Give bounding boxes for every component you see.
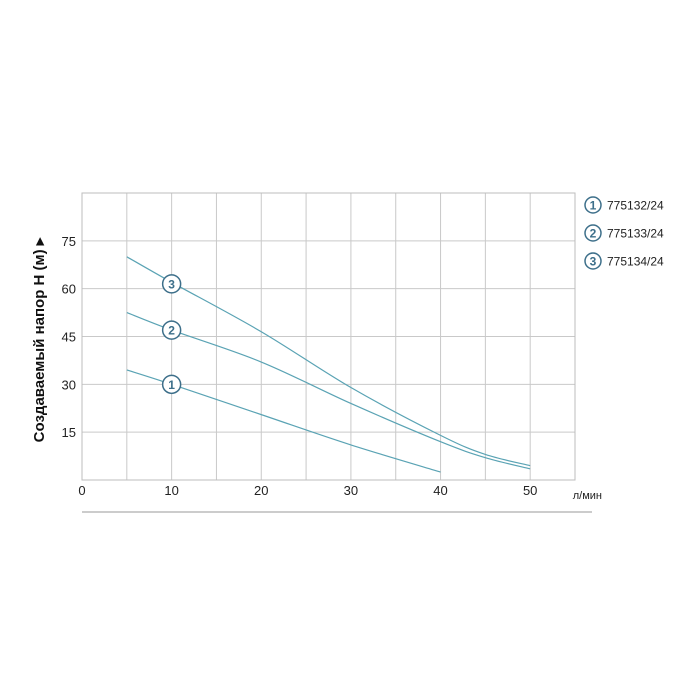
y-tick-label: 15: [62, 425, 76, 440]
y-tick-label: 45: [62, 330, 76, 345]
legend-marker-circle: [584, 252, 602, 270]
legend-marker-circle: [584, 196, 602, 214]
series-line-3: [126, 256, 531, 467]
y-axis-label: Создаваемый напор H (м) ▸: [31, 236, 48, 442]
plot-frame: [81, 192, 576, 481]
legend: 1 775132/24 2 775133/24 3 775134/24: [584, 196, 664, 270]
legend-marker-circle: [584, 224, 602, 242]
legend-marker-number: 2: [590, 227, 597, 241]
series-marker-circle-3: [161, 274, 182, 294]
y-tick-label: 30: [62, 377, 76, 392]
series-marker-label-3: 3: [168, 277, 175, 291]
series-markers: 1 2 3: [161, 274, 182, 395]
series-marker-circle-1: [161, 374, 182, 395]
x-tick-label: 50: [523, 483, 537, 498]
plot-border: [81, 192, 576, 481]
legend-entry-label: 775133/24: [607, 227, 664, 241]
series-marker-circle-2: [161, 320, 182, 340]
x-tick-label: 20: [254, 483, 268, 498]
x-tick-label: 10: [164, 483, 178, 498]
legend-entry-label: 775132/24: [607, 199, 664, 213]
legend-marker-number: 1: [590, 199, 597, 213]
tick-labels: 0 10 20 30 40 50 15 30 45 60 75: [62, 234, 538, 498]
y-tick-label: 75: [62, 234, 76, 249]
legend-entry-label: 775134/24: [607, 255, 664, 269]
legend-marker-number: 3: [590, 255, 597, 269]
x-tick-label: 40: [433, 483, 447, 498]
x-tick-label: 0: [78, 483, 85, 498]
y-tick-label: 60: [62, 282, 76, 297]
series-line-1: [126, 369, 441, 473]
series-marker-label-2: 2: [168, 324, 175, 338]
x-axis-unit: л/мин: [573, 490, 602, 502]
series-marker-label-1: 1: [168, 378, 175, 392]
x-tick-label: 30: [344, 483, 358, 498]
